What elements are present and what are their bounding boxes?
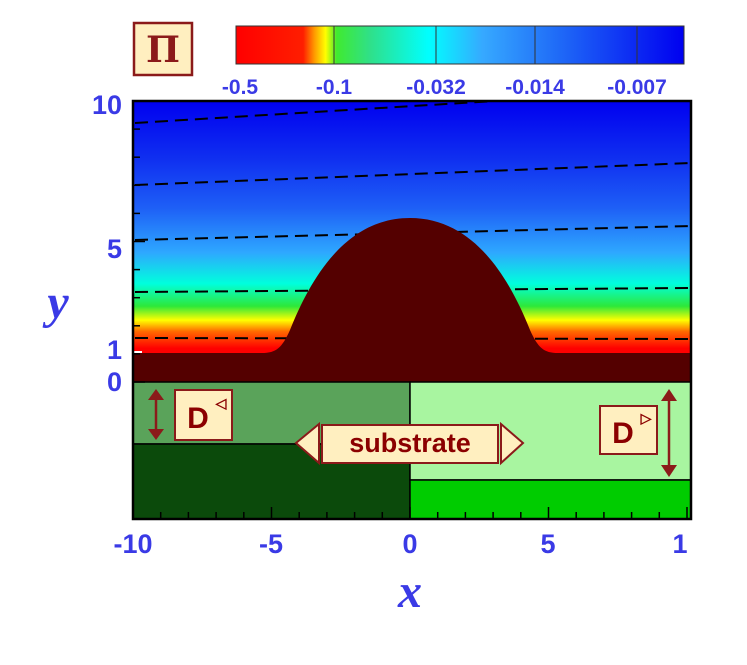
left-d-marker: ◁: [215, 395, 227, 411]
y-axis-title: y: [42, 276, 69, 329]
x-tick-m10: -10: [113, 529, 152, 559]
contour-line-2: [134, 162, 692, 186]
contour-line-4: [134, 287, 692, 293]
y-tick-0: 0: [107, 367, 122, 397]
substrate-arrow-left: [294, 421, 320, 466]
contour-line-3: [134, 225, 692, 241]
colorbar-strip: [235, 25, 685, 65]
colorbar-symbol-box: Π: [132, 21, 194, 77]
x-tick-0: 0: [402, 529, 417, 559]
colorbar: -0.5 -0.1 -0.032 -0.014 -0.007: [222, 25, 685, 99]
contour-lines: [134, 100, 692, 340]
colorbar-tick-4: -0.014: [505, 76, 565, 99]
axis-ticks: [132, 100, 688, 519]
y-tick-1: 1: [107, 335, 122, 365]
substrate-label-group: substrate: [294, 421, 525, 466]
colorbar-tick-3: -0.032: [406, 76, 466, 99]
x-axis-title: x: [397, 565, 422, 618]
colorbar-tick-5: -0.007: [607, 76, 667, 99]
y-tick-10: 10: [92, 90, 122, 120]
x-tick-10: 1: [672, 529, 687, 559]
right-d-marker: ▷: [640, 410, 653, 426]
colorbar-tick-2: -0.1: [316, 76, 353, 99]
colorbar-symbol: Π: [146, 29, 180, 71]
x-tick-m5: -5: [259, 529, 283, 559]
left-d-label: D: [187, 402, 209, 435]
substrate-right-bottom: [409, 479, 692, 520]
y-minor-ticks: [133, 100, 145, 383]
x-minor-ticks: [132, 507, 688, 519]
substrate-label: substrate: [349, 428, 471, 458]
right-thickness-indicator: D ▷: [599, 389, 677, 477]
droplet: [133, 218, 691, 382]
substrate-arrow-right: [500, 421, 525, 466]
colorbar-tick-1: -0.5: [222, 76, 259, 99]
y-tick-5: 5: [107, 234, 122, 264]
x-tick-5: 5: [540, 529, 555, 559]
contour-line-1: [134, 100, 496, 124]
plot-frame: [131, 99, 693, 521]
colorbar-ticks: [333, 26, 638, 64]
contour-line-5: [134, 337, 692, 340]
left-thickness-indicator: D ◁: [148, 389, 233, 441]
right-d-label: D: [612, 417, 634, 450]
